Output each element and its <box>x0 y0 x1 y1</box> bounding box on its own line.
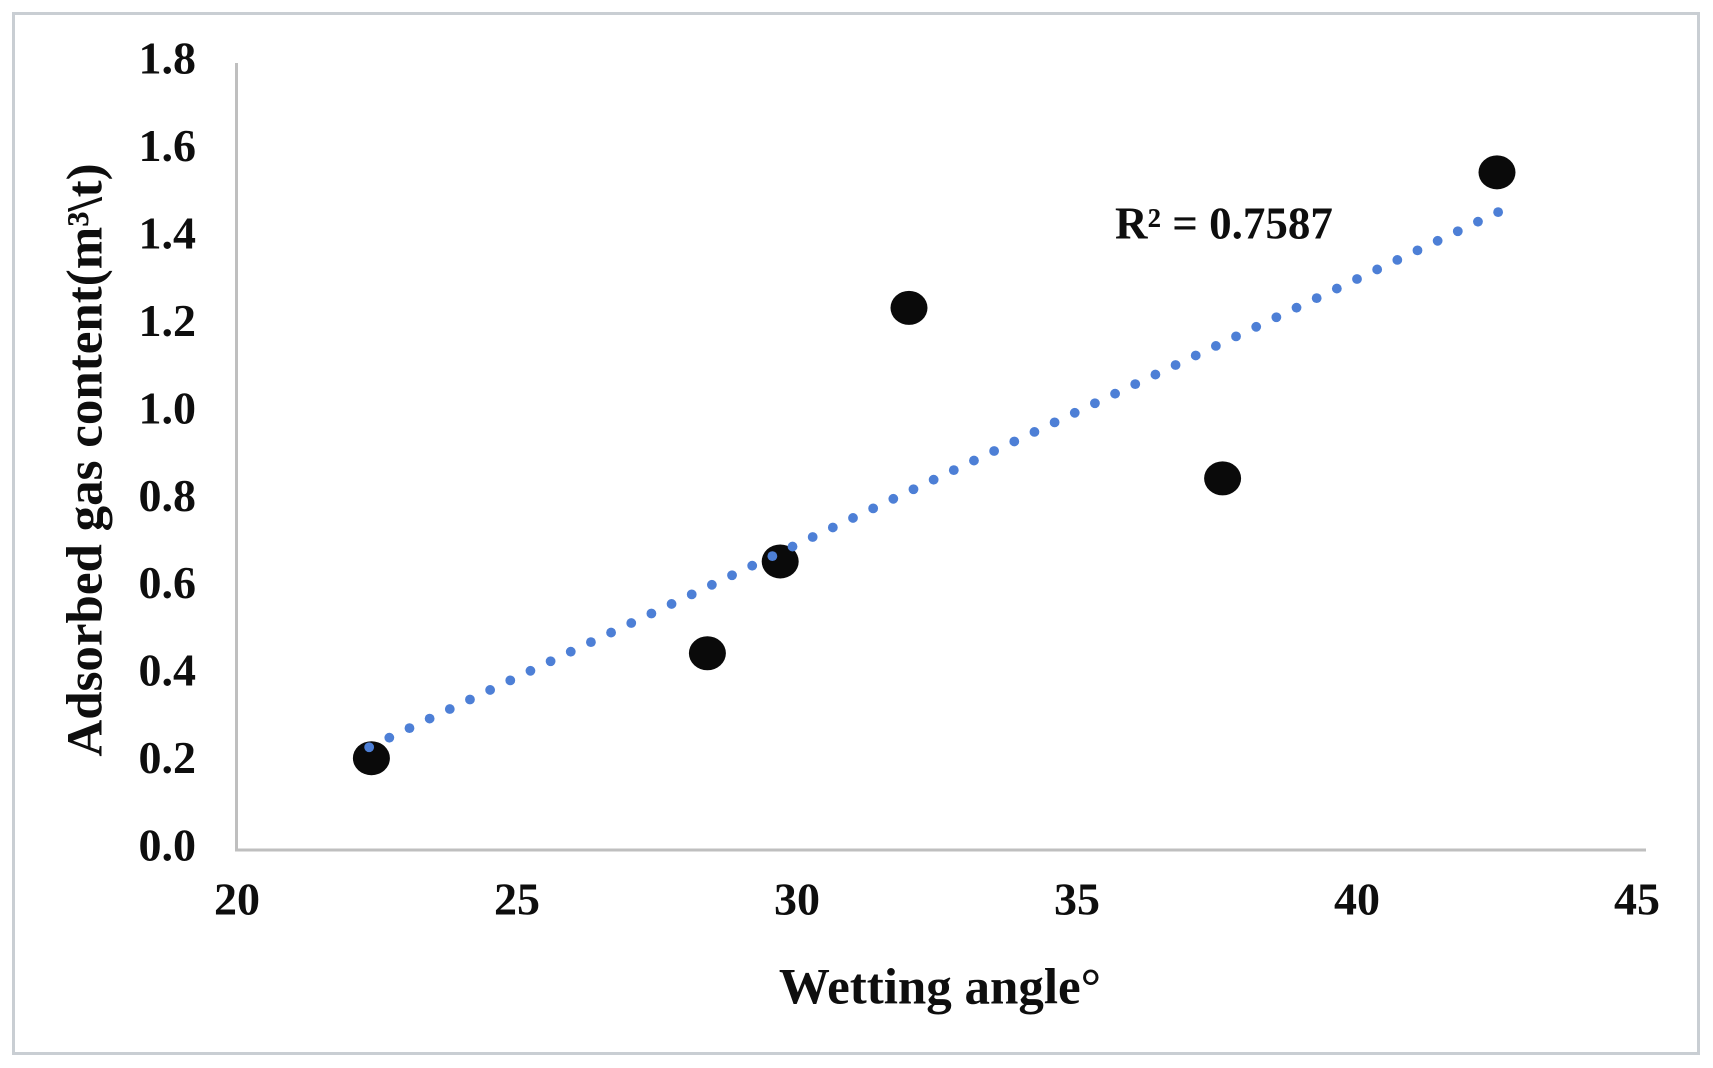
x-tick-label: 40 <box>1334 874 1380 925</box>
trendline-dot <box>827 522 838 533</box>
trendline-dot <box>928 474 939 485</box>
y-axis-tick-labels: 0.0 0.2 0.4 0.6 0.8 1.0 1.2 1.4 1.6 1.8 <box>139 33 197 871</box>
trendline-dot <box>1392 255 1403 265</box>
trendline-dot <box>626 618 637 628</box>
x-tick-label: 30 <box>774 874 820 925</box>
y-tick-label: 1.0 <box>139 382 197 433</box>
scatter-point <box>890 290 928 325</box>
trendline-dot <box>1190 350 1201 361</box>
trendline-dot <box>444 704 455 714</box>
y-tick-label: 0.6 <box>139 557 197 608</box>
x-axis-tick-labels: 20 25 30 35 40 45 <box>214 874 1660 925</box>
y-tick-label: 1.6 <box>139 120 197 171</box>
trendline-dot <box>908 484 919 495</box>
y-tick-label: 0.0 <box>139 820 197 871</box>
trendline-dot <box>868 503 879 514</box>
trendline-dot <box>1432 235 1443 246</box>
trendline-dot <box>1150 369 1161 380</box>
trendline-dot <box>948 465 959 476</box>
trendline-dot <box>586 637 596 648</box>
trendline-dot <box>565 646 576 657</box>
x-tick-label: 20 <box>214 874 260 925</box>
trendline-dot <box>465 694 475 705</box>
x-tick-label: 35 <box>1054 874 1100 925</box>
trendline-dot <box>1493 207 1504 218</box>
trendline-dot <box>1210 341 1221 351</box>
trendline-dot <box>525 665 536 676</box>
trendline-dot <box>1412 245 1423 256</box>
x-tick-label: 25 <box>494 874 540 925</box>
trendline-dot <box>1473 216 1483 227</box>
trendline-dot <box>888 493 899 504</box>
trendline-dot <box>1170 360 1181 370</box>
trendline-dot <box>767 551 778 562</box>
trendline-dot <box>969 455 979 466</box>
trendline-dot <box>1130 379 1141 390</box>
y-tick-label: 1.4 <box>139 207 197 258</box>
y-tick-label: 0.4 <box>139 645 197 696</box>
trendline-dot <box>1049 417 1060 428</box>
dotted-trendline <box>364 207 1504 753</box>
axes <box>235 63 1646 852</box>
scatter-point <box>352 741 390 776</box>
y-tick-label: 1.2 <box>139 295 197 346</box>
x-axis-title: Wetting angle° <box>779 960 1101 1016</box>
r-squared-annotation: R² = 0.7587 <box>1115 198 1333 248</box>
trendline-dot <box>706 579 717 590</box>
y-axis-title: Adsorbed gas content(m³\t) <box>58 163 114 756</box>
trendline-dot <box>666 599 677 609</box>
trendline-dot <box>364 742 375 753</box>
trendline-dot <box>1352 274 1362 284</box>
trendline-dot <box>1271 312 1282 323</box>
y-tick-label: 0.8 <box>139 470 197 521</box>
trendline-dot <box>404 723 415 734</box>
trendline-dot <box>545 656 556 667</box>
trendline-dot <box>1009 436 1020 447</box>
trendline-dot <box>1291 302 1302 313</box>
scatter-point <box>1204 461 1242 496</box>
trendline-dot <box>485 685 496 695</box>
trendline-dot <box>1251 321 1262 332</box>
trendline-dot <box>807 532 818 542</box>
trendline-dot <box>1331 283 1342 294</box>
trendline-dot <box>1231 331 1241 342</box>
trendline-dot <box>1069 407 1080 418</box>
trendline-dot <box>1090 398 1100 409</box>
trendline-dot <box>505 675 516 686</box>
trendline-dot <box>1372 264 1383 275</box>
scatter-point <box>1478 155 1516 190</box>
trendline-dot <box>424 713 435 724</box>
scatter-point <box>688 636 726 671</box>
trendline-dot <box>989 446 1000 456</box>
trendline-dot <box>384 732 395 743</box>
scatter-points <box>352 155 1516 776</box>
trendline-dot <box>787 541 798 552</box>
trendline-dot <box>686 589 697 600</box>
trendline-dot <box>727 570 737 581</box>
trendline-dot <box>1110 388 1120 399</box>
trendline-dot <box>646 608 657 619</box>
trendline-dot <box>1311 293 1322 304</box>
trendline-dot <box>747 560 758 571</box>
trendline-dot <box>1452 226 1463 237</box>
trendline-dot <box>606 627 616 638</box>
y-tick-label: 0.2 <box>139 732 197 783</box>
trendline-dot <box>848 513 858 523</box>
x-tick-label: 45 <box>1614 874 1660 925</box>
y-tick-label: 1.8 <box>139 33 197 84</box>
trendline-dot <box>1029 427 1040 437</box>
